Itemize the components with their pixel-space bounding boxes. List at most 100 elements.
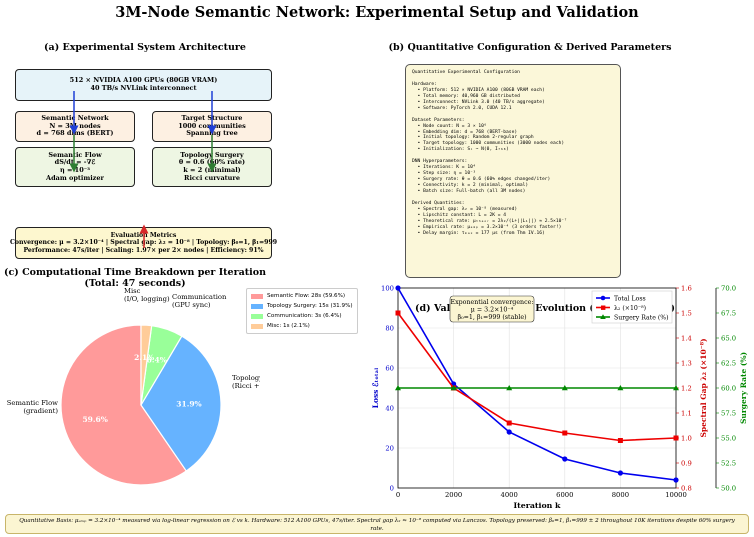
evaluation-performance: Performance: 47s/iter | Scaling: 1.97× p… — [23, 246, 264, 254]
legend-swatch — [251, 323, 263, 329]
data-point — [617, 438, 623, 443]
config-line: • Surgery rate: θ = 0.6 (60% edges chang… — [412, 177, 551, 183]
data-point — [506, 420, 512, 426]
pie-slice-label: (Ricci + homology) — [232, 382, 260, 390]
y-right1-tick-label: 1.3 — [681, 360, 692, 368]
config-line: Derived Quantities: — [412, 200, 465, 206]
y-left-tick-label: 20 — [385, 445, 394, 453]
y-right2-tick-label: 52.5 — [721, 460, 736, 468]
data-point — [395, 310, 401, 316]
y-right2-tick-label: 50.0 — [721, 485, 736, 493]
y-right1-tick-label: 0.9 — [681, 460, 692, 468]
hardware-line-2: 40 TB/s NVLink interconnect — [90, 84, 197, 92]
config-panel: Quantitative Experimental Configuration … — [405, 64, 621, 278]
y-right2-tick-label: 60.0 — [721, 385, 736, 393]
config-line: • Batch size: Full-batch (all 3M nodes) — [412, 189, 526, 195]
pie-legend-item: Topology Surgery: 15s (31.9%) — [251, 301, 353, 311]
pie-legend-item: Semantic Flow: 28s (59.6%) — [251, 291, 353, 301]
evaluation-title: Evaluation Metrics — [110, 231, 177, 239]
legend-label: Surgery Rate (%) — [614, 314, 669, 321]
legend-label: Total Loss — [614, 295, 646, 302]
config-line: • Target topology: 1000 communities (300… — [412, 141, 565, 147]
hardware-box: 512 × NVIDIA A100 GPUs (80GB VRAM) 40 TB… — [15, 69, 272, 101]
pie-pct-label: 2.1% — [134, 353, 154, 362]
config-line: • Step size: η = 10⁻³ — [412, 171, 476, 177]
pie-legend-item: Communication: 3s (6.4%) — [251, 311, 353, 321]
series-line — [397, 312, 677, 442]
pie-slice-label: (GPU sync) — [172, 301, 211, 309]
data-point — [673, 435, 679, 441]
config-line: Dataset Parameters: — [412, 117, 465, 123]
annotation-box — [449, 295, 535, 323]
evaluation-metrics-box: Evaluation Metrics Convergence: μ = 3.2×… — [10, 227, 277, 259]
config-line: • Delay margin: τₘₐₓ = 177 μs (from Thm … — [412, 230, 545, 236]
y-right2-tick-label: 57.5 — [721, 410, 736, 418]
config-line: DNN Hyperparameters: — [412, 159, 468, 165]
pie-slice-label: (gradient) — [23, 407, 58, 415]
semantic-flow-optimizer: Adam optimizer — [46, 173, 104, 182]
pie-legend-label: Misc: 1s (2.1%) — [267, 323, 310, 329]
pie-legend-label: Communication: 3s (6.4%) — [267, 313, 342, 319]
y-right2-tick-label: 70.0 — [721, 285, 736, 293]
legend-marker — [600, 295, 606, 301]
y-right1-tick-label: 1.4 — [681, 335, 692, 343]
data-point — [673, 477, 679, 483]
pie-pct-label: 6.4% — [147, 356, 167, 365]
x-tick-label: 6000 — [556, 491, 573, 499]
target-structure-box: Target Structure 1000 communities Spanni… — [152, 111, 272, 142]
annotation-text: β₀=1, β₁=999 (stable) — [457, 314, 526, 321]
config-line: • Initialization: Sᵢ ~ N(0, I₇₆₈) — [412, 147, 509, 153]
config-line: • Theoretical rate: μₜₕₑₒᵣ = 2λ₂/(L+||L₁… — [412, 218, 567, 224]
semantic-network-title: Semantic Network — [41, 114, 109, 123]
hardware-line-1: 512 × NVIDIA A100 GPUs (80GB VRAM) — [69, 76, 218, 85]
panel-a-title: (a) Experimental System Architecture — [44, 42, 246, 53]
pie-slice — [140, 324, 153, 406]
main-title: 3M-Node Semantic Network: Experimental S… — [115, 4, 639, 21]
y-left-tick-label: 100 — [381, 285, 394, 293]
pie-slice-label: Communication — [172, 293, 227, 301]
semantic-flow-box: Semantic Flow dS/dt = -∇ℰ η = 10⁻³ Adam … — [15, 147, 135, 187]
x-tick-label: 0 — [396, 491, 400, 499]
config-line: • Initial topology: Random 2-regular gra… — [412, 135, 534, 141]
data-point — [395, 285, 401, 291]
data-point — [561, 385, 568, 391]
line-chart: 0 2000 4000 6000 8000 10000 0 20 40 60 80 100 0.8 0.9… — [371, 285, 748, 511]
pie-pct-label: 59.6% — [82, 415, 107, 424]
pie-slice-label: Topology Surgery — [232, 374, 260, 382]
y-right1-tick-label: 1.0 — [681, 435, 692, 443]
topology-surgery-curvature: Ricci curvature — [184, 173, 240, 182]
annotation-text: μ = 3.2×10⁻⁴ — [471, 307, 514, 314]
data-point — [506, 429, 512, 435]
data-point — [562, 456, 568, 462]
pie-legend-label: Topology Surgery: 15s (31.9%) — [267, 303, 353, 309]
y-right2-tick-label: 55.0 — [721, 435, 736, 443]
y-right1-tick-label: 1.6 — [681, 285, 692, 293]
config-line: • Node count: N = 3 × 10⁶ — [412, 123, 487, 129]
evaluation-convergence: Convergence: μ = 3.2×10⁻⁴ | Spectral gap… — [9, 239, 278, 247]
config-line: • Connectivity: k = 2 (minimal, optimal) — [412, 183, 529, 189]
x-axis-label: Iteration k — [514, 501, 562, 510]
config-line: Quantitative Experimental Configuration — [412, 70, 520, 75]
x-tick-label: 4000 — [501, 491, 518, 499]
pie-slice-label: Semantic Flow — [7, 399, 58, 407]
series-line — [397, 287, 677, 481]
y-right1-tick-label: 0.8 — [681, 485, 692, 493]
config-line: • Embedding dim: d = 768 (BERT-base) — [412, 129, 518, 135]
data-point — [450, 385, 457, 391]
config-line: • Lipschitz constant: L = 2K = 4 — [412, 212, 507, 218]
topology-surgery-box: Topology Surgery θ = 0.6 (60% rate) k = … — [152, 147, 272, 187]
y-right1-tick-label: 1.1 — [681, 410, 692, 418]
semantic-network-box: Semantic Network N = 3M nodes d = 768 di… — [15, 111, 135, 142]
data-point — [673, 385, 679, 391]
y-right1-tick-label: 1.5 — [681, 310, 692, 318]
pie-chart: 59.6% Semantic Flow(gradient) 31.9% Topolog… — [7, 287, 260, 486]
y-right2-axis-label: Surgery Rate (%) — [739, 352, 748, 424]
pie-pct-label: 31.9% — [176, 399, 201, 408]
config-line: • Iterations: K = 10⁴ — [412, 165, 476, 171]
pie-slice — [140, 335, 222, 472]
config-line: • Software: PyTorch 2.0, CUDA 12.1 — [412, 105, 512, 111]
legend-label: λ₂ (×10⁻⁸) — [614, 305, 646, 312]
config-line: Hardware: — [412, 81, 437, 87]
data-point — [617, 470, 623, 476]
semantic-network-dims: d = 768 dims (BERT) — [36, 129, 114, 138]
